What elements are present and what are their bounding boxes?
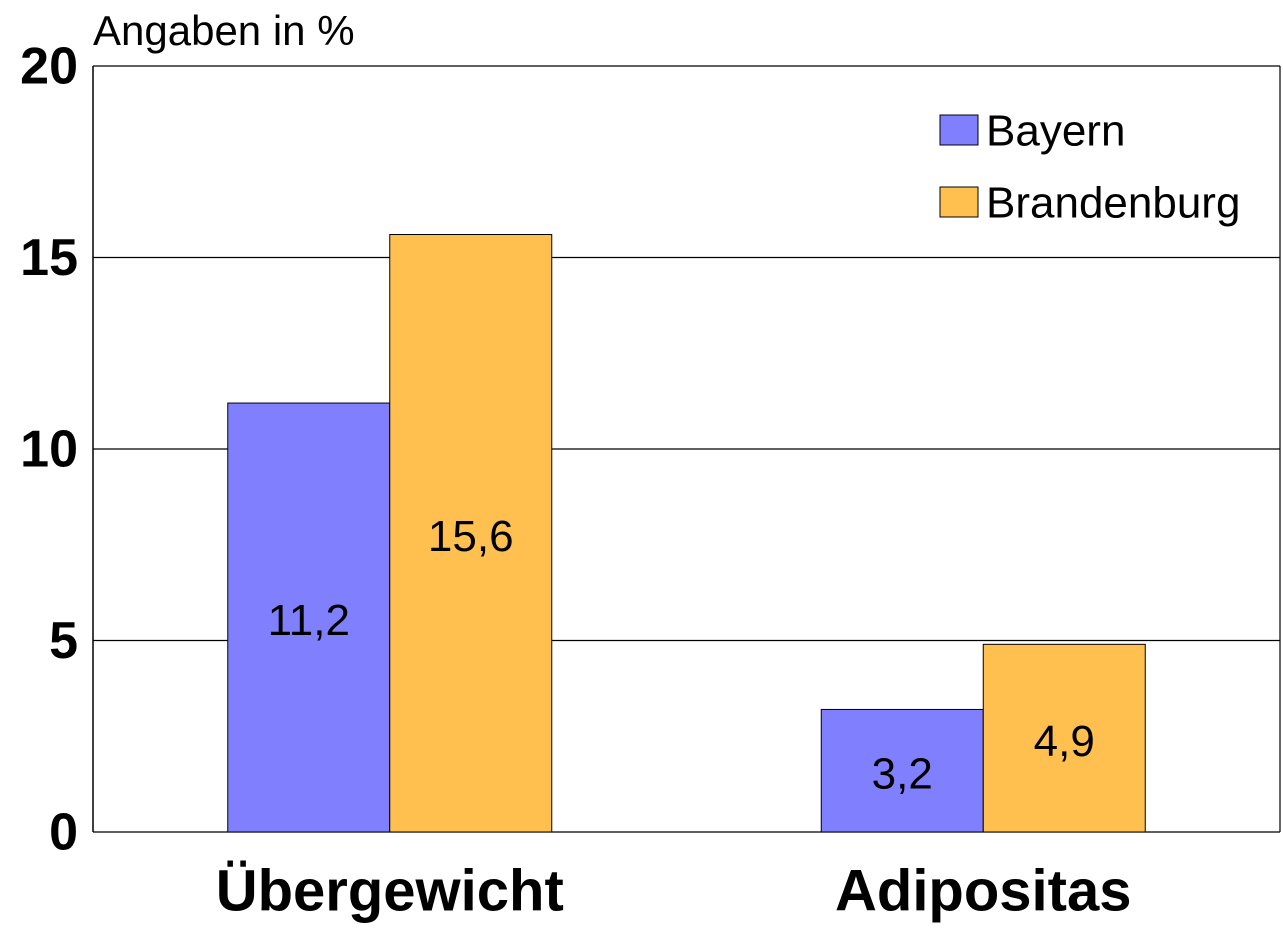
bar (389, 234, 553, 833)
bar (982, 643, 1146, 833)
y-axis-label: Angaben in % (93, 7, 355, 54)
legend-label: Bayern (986, 107, 1125, 156)
value-label: 11,2 (268, 596, 350, 645)
y-tick-label: 15 (20, 229, 78, 287)
bar (820, 708, 984, 833)
legend-label: Brandenburg (986, 179, 1240, 228)
value-label: 15,6 (428, 512, 514, 561)
value-label: 4,9 (1034, 717, 1095, 766)
x-tick-label: Übergewicht (216, 858, 564, 923)
value-label: 3,2 (872, 749, 933, 798)
y-tick-label: 5 (49, 612, 78, 670)
x-tick-label: Adipositas (835, 858, 1132, 923)
legend-swatch (939, 114, 979, 146)
bar (227, 402, 391, 833)
y-tick-label: 0 (49, 804, 78, 862)
legend-swatch (939, 186, 979, 218)
y-tick-label: 20 (20, 38, 78, 96)
y-tick-label: 10 (20, 421, 78, 479)
